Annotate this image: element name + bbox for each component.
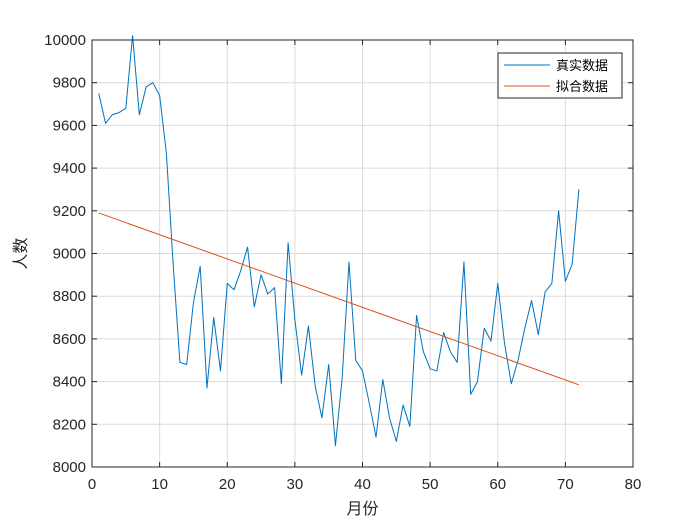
series-line-fit bbox=[98, 212, 580, 386]
x-tick-label: 20 bbox=[219, 476, 236, 493]
legend-label-fit: 拟合数据 bbox=[556, 80, 608, 95]
legend: 真实数据 拟合数据 bbox=[497, 52, 623, 99]
x-tick-label: 0 bbox=[88, 476, 96, 493]
y-tick-label: 9800 bbox=[53, 75, 86, 92]
x-tick-label: 60 bbox=[489, 476, 506, 493]
y-tick-label: 9000 bbox=[53, 246, 86, 263]
y-tick-label: 9200 bbox=[53, 203, 86, 220]
x-tick-label: 10 bbox=[151, 476, 168, 493]
x-tick-label: 30 bbox=[287, 476, 304, 493]
legend-box bbox=[497, 52, 623, 99]
y-tick-label: 8200 bbox=[53, 416, 86, 433]
x-tick-label: 50 bbox=[422, 476, 439, 493]
series-lines bbox=[98, 35, 580, 447]
y-tick-label: 8000 bbox=[53, 459, 86, 476]
y-tick-label: 8800 bbox=[53, 288, 86, 305]
y-tick-label: 8600 bbox=[53, 331, 86, 348]
grid bbox=[91, 39, 634, 468]
y-tick-label: 9600 bbox=[53, 117, 86, 134]
x-tick-label: 40 bbox=[354, 476, 371, 493]
x-tick-label: 80 bbox=[625, 476, 642, 493]
axis-ticks: 0 10 20 30 40 50 60 70 80 8000 8200 8400 8600 8800 900… bbox=[44, 32, 641, 493]
y-tick-label: 10000 bbox=[44, 32, 86, 49]
y-axis-label: 人数 bbox=[11, 237, 30, 269]
x-axis-label: 月份 bbox=[346, 499, 378, 518]
y-tick-label: 8400 bbox=[53, 374, 86, 391]
series-line-real bbox=[98, 35, 580, 447]
y-tick-label: 9400 bbox=[53, 160, 86, 177]
x-tick-label: 70 bbox=[557, 476, 574, 493]
legend-label-real: 真实数据 bbox=[556, 59, 608, 74]
